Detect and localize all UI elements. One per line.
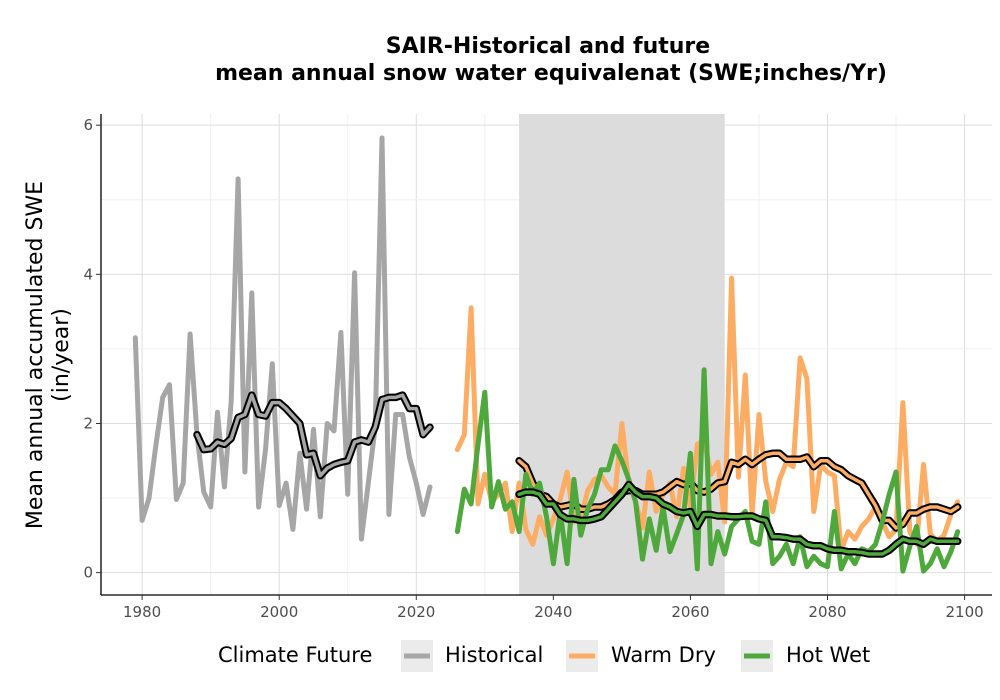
- legend-label-historical: Historical: [445, 643, 543, 667]
- y-tick-label-2: 2: [83, 414, 93, 432]
- plot-area: 1980 2000 2020 2040 2060 2080 2100 0 2 4 6: [83, 114, 992, 621]
- legend-label-warm-dry: Warm Dry: [611, 643, 716, 667]
- x-tick-label-2100: 2100: [945, 603, 983, 621]
- y-axis-title-line-2: (in/year): [49, 308, 74, 402]
- x-tick-label-2080: 2080: [808, 603, 846, 621]
- chart-title-line-1: SAIR-Historical and future: [386, 34, 710, 59]
- y-tick-label-4: 4: [83, 265, 93, 283]
- series-line-historical-moving-average: [195, 393, 432, 478]
- chart-title-line-2: mean annual snow water equivalenat (SWE;…: [215, 61, 887, 86]
- legend-label-hot-wet: Hot Wet: [786, 643, 870, 667]
- series-line-historical: [132, 135, 433, 542]
- x-tick-label-2000: 2000: [260, 603, 298, 621]
- x-tick-label-1980: 1980: [123, 603, 161, 621]
- legend-title: Climate Future: [218, 643, 372, 667]
- legend: Climate Future Historical Warm Dry Hot W…: [218, 640, 870, 672]
- series-line-hot-wet-moving-average: [517, 482, 960, 556]
- x-tick-label-2060: 2060: [671, 603, 709, 621]
- y-tick-label-6: 6: [83, 116, 93, 134]
- y-tick-label-0: 0: [83, 564, 93, 582]
- x-tick-label-2020: 2020: [397, 603, 435, 621]
- y-axis-title-line-1: Mean annual accumulated SWE: [23, 181, 48, 529]
- x-tick-label-2040: 2040: [534, 603, 572, 621]
- series-line-hot-wet: [454, 367, 961, 574]
